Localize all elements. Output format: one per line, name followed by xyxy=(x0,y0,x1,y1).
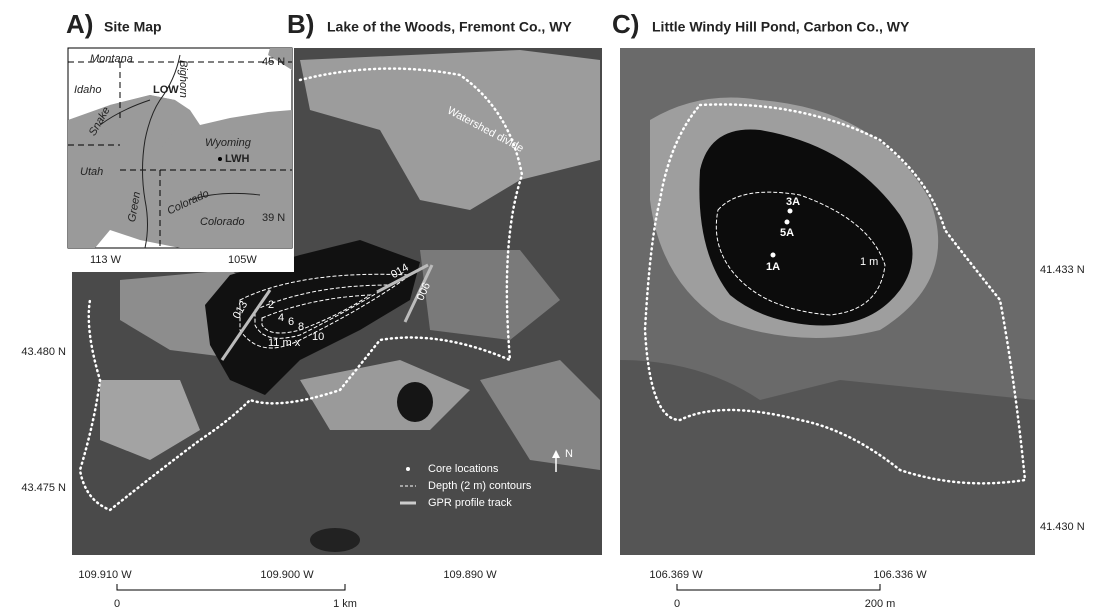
lon-label: 109.890 W xyxy=(443,569,497,581)
place-label: Montana xyxy=(90,53,133,65)
contour-label: 4 xyxy=(278,312,284,324)
place-label: Wyoming xyxy=(205,137,252,149)
panel-label: B) xyxy=(287,9,314,39)
contour-label: 6 xyxy=(288,316,294,328)
contour-label: 8 xyxy=(298,321,304,333)
lon-label: 106.369 W xyxy=(649,569,703,581)
panel-title: Little Windy Hill Pond, Carbon Co., WY xyxy=(652,19,910,35)
lon-label: 106.336 W xyxy=(873,569,927,581)
scale-label: 0 xyxy=(114,598,120,610)
contour-label: 1 m xyxy=(860,256,878,268)
panel-a-inset: Montana Idaho LOW Bighorn Snake Wyoming … xyxy=(66,46,294,272)
panel-label: C) xyxy=(612,9,639,39)
north-label: N xyxy=(565,448,573,460)
scale-label: 0 xyxy=(674,598,680,610)
place-label: Utah xyxy=(80,166,103,178)
place-label: Colorado xyxy=(200,216,245,228)
contour-label: 10 xyxy=(312,331,324,343)
panel-title: Site Map xyxy=(104,19,162,35)
lon-label: 105W xyxy=(228,254,257,266)
place-label: Bighorn xyxy=(177,60,189,98)
lon-label: 113 W xyxy=(90,254,122,266)
legend-label: Core locations xyxy=(428,463,499,475)
legend-label: GPR profile track xyxy=(428,497,512,509)
panel-label: A) xyxy=(66,9,93,39)
core-label: 1A xyxy=(766,261,780,273)
contour-label: 11 m x xyxy=(268,337,301,349)
core-label: 3A xyxy=(786,196,800,208)
scale-label: 200 m xyxy=(865,598,896,610)
lat-label: 43.475 N xyxy=(21,482,66,494)
lon-label: 109.900 W xyxy=(260,569,314,581)
lat-label: 41.430 N xyxy=(1040,521,1085,533)
lat-label: 45 N xyxy=(262,56,285,68)
panel-c-map: 3A 5A 1A 1 m xyxy=(620,48,1035,555)
figure: Watershed divide 2 4 6 8 10 11 m x 013 0… xyxy=(0,0,1101,613)
place-label: LOW xyxy=(153,84,179,96)
scale-label: 1 km xyxy=(333,598,357,610)
lon-label: 109.910 W xyxy=(78,569,132,581)
core-label: 5A xyxy=(780,227,794,239)
place-label: LWH xyxy=(225,153,249,165)
lat-label: 43.480 N xyxy=(21,346,66,358)
lat-label: 41.433 N xyxy=(1040,264,1085,276)
panel-title: Lake of the Woods, Fremont Co., WY xyxy=(327,19,572,35)
lat-label: 39 N xyxy=(262,212,285,224)
contour-label: 2 xyxy=(268,299,274,311)
place-label: Idaho xyxy=(74,84,102,96)
legend-label: Depth (2 m) contours xyxy=(428,480,532,492)
